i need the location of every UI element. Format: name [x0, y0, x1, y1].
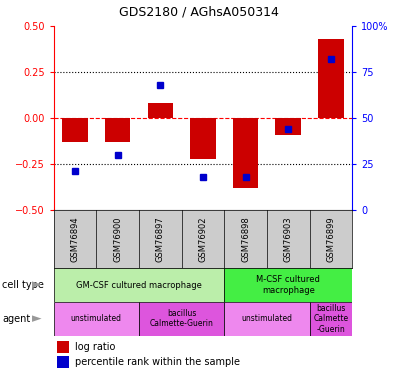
- Text: cell type: cell type: [2, 280, 44, 290]
- Text: ►: ►: [32, 279, 42, 291]
- Text: GSM76902: GSM76902: [199, 216, 207, 262]
- Text: GM-CSF cultured macrophage: GM-CSF cultured macrophage: [76, 280, 202, 290]
- Text: GSM76898: GSM76898: [241, 216, 250, 262]
- Bar: [54, 302, 139, 336]
- Text: agent: agent: [2, 314, 30, 324]
- Bar: [190, 118, 216, 159]
- Text: bacillus
Calmette
-Guerin: bacillus Calmette -Guerin: [313, 304, 349, 334]
- Bar: [224, 268, 352, 302]
- Text: log ratio: log ratio: [75, 342, 115, 352]
- Text: percentile rank within the sample: percentile rank within the sample: [75, 357, 240, 367]
- Bar: [105, 118, 131, 142]
- Text: M-CSF cultured
macrophage: M-CSF cultured macrophage: [256, 275, 320, 295]
- Bar: [318, 39, 344, 118]
- Bar: [310, 302, 352, 336]
- Bar: [54, 268, 224, 302]
- Text: GSM76894: GSM76894: [70, 216, 80, 262]
- Text: GSM76899: GSM76899: [326, 216, 336, 262]
- Text: unstimulated: unstimulated: [71, 314, 122, 323]
- Text: GSM76900: GSM76900: [113, 216, 122, 262]
- Text: bacillus
Calmette-Guerin: bacillus Calmette-Guerin: [150, 309, 214, 328]
- Text: GSM76897: GSM76897: [156, 216, 165, 262]
- Text: unstimulated: unstimulated: [242, 314, 293, 323]
- Text: GDS2180 / AGhsA050314: GDS2180 / AGhsA050314: [119, 6, 279, 19]
- Bar: [57, 341, 69, 352]
- Bar: [275, 118, 301, 135]
- Bar: [224, 302, 310, 336]
- Bar: [139, 302, 224, 336]
- Bar: [148, 104, 173, 118]
- Bar: [233, 118, 258, 188]
- Text: ►: ►: [32, 312, 42, 325]
- Bar: [57, 356, 69, 368]
- Bar: [62, 118, 88, 142]
- Text: GSM76903: GSM76903: [284, 216, 293, 262]
